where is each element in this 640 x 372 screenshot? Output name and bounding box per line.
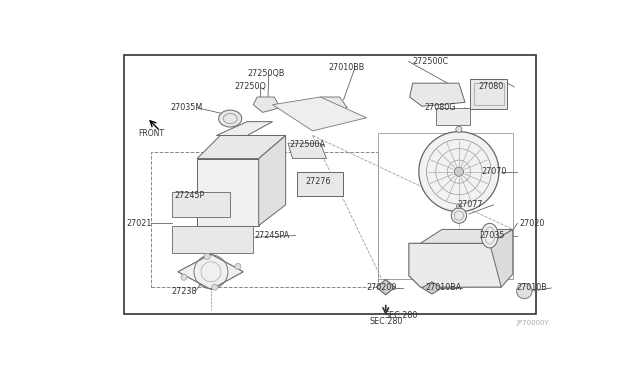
Text: 27021: 27021 — [126, 219, 152, 228]
Polygon shape — [409, 243, 501, 287]
Ellipse shape — [219, 110, 242, 127]
Polygon shape — [216, 122, 273, 135]
Text: 27250Q: 27250Q — [234, 83, 266, 92]
Text: 27020: 27020 — [519, 219, 545, 228]
Circle shape — [456, 204, 461, 209]
Text: SEC.280: SEC.280 — [384, 311, 417, 320]
Text: JP70000Y: JP70000Y — [516, 320, 550, 326]
Polygon shape — [420, 230, 513, 243]
Bar — [297, 172, 344, 196]
Text: FRONT: FRONT — [138, 129, 164, 138]
Text: 272500C: 272500C — [413, 57, 449, 66]
Bar — [470, 79, 508, 109]
Bar — [151, 153, 378, 287]
Circle shape — [212, 284, 218, 290]
Circle shape — [516, 283, 532, 299]
Polygon shape — [253, 97, 280, 112]
Bar — [124, 55, 536, 314]
Polygon shape — [178, 254, 243, 289]
Text: 27035M: 27035M — [170, 103, 202, 112]
Text: 27035: 27035 — [480, 231, 505, 240]
Text: 270200: 270200 — [367, 283, 397, 292]
Polygon shape — [316, 97, 348, 112]
Polygon shape — [259, 135, 285, 225]
Text: 27080: 27080 — [478, 83, 504, 92]
Text: 27010BA: 27010BA — [425, 283, 461, 292]
Text: SEC.280: SEC.280 — [369, 317, 403, 326]
Polygon shape — [197, 135, 285, 158]
Text: 27010B: 27010B — [516, 283, 547, 292]
Text: 27276: 27276 — [305, 177, 330, 186]
Circle shape — [204, 253, 210, 260]
Ellipse shape — [481, 223, 498, 248]
Text: 27245P: 27245P — [174, 191, 204, 200]
Circle shape — [454, 167, 463, 176]
Polygon shape — [490, 230, 513, 287]
Bar — [436, 108, 470, 125]
Bar — [172, 192, 230, 217]
Text: 27010BB: 27010BB — [328, 63, 364, 72]
Polygon shape — [376, 279, 395, 295]
Bar — [474, 83, 504, 105]
Text: 27238: 27238 — [171, 286, 196, 295]
Text: 27070: 27070 — [481, 167, 507, 176]
Polygon shape — [288, 143, 326, 158]
Polygon shape — [197, 158, 259, 225]
Bar — [172, 225, 253, 253]
Circle shape — [235, 263, 241, 269]
Circle shape — [419, 132, 499, 212]
Text: 27080G: 27080G — [424, 103, 456, 112]
Text: 27245PA: 27245PA — [254, 231, 289, 240]
Polygon shape — [410, 83, 465, 106]
Text: 27250QB: 27250QB — [247, 70, 285, 78]
Text: 27077: 27077 — [458, 200, 483, 209]
Polygon shape — [273, 97, 367, 131]
Circle shape — [181, 274, 187, 280]
Text: 272500A: 272500A — [289, 140, 326, 149]
Circle shape — [451, 208, 467, 223]
Polygon shape — [422, 282, 442, 294]
Circle shape — [456, 126, 462, 132]
